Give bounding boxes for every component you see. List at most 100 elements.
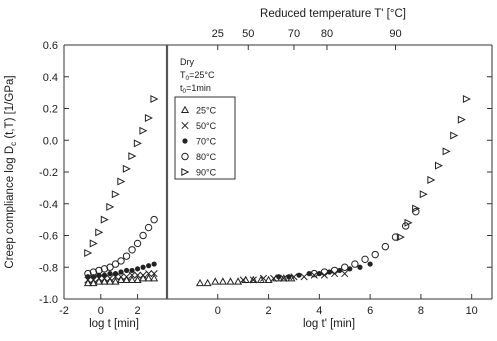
legend-marker: [180, 105, 190, 114]
right-x-tick-label: 8: [418, 305, 424, 317]
right-point: [290, 273, 298, 281]
left-point: [111, 277, 120, 285]
right-point: [462, 94, 471, 103]
legend-condition-reference-time: t0=1min: [180, 83, 211, 95]
right-point: [234, 277, 243, 285]
left-point: [128, 275, 137, 284]
right-x-tick-label: 6: [367, 305, 373, 317]
right-point: [396, 233, 405, 242]
right-point: [337, 267, 343, 274]
top-tick-label: 80: [321, 28, 333, 40]
right-point: [404, 218, 413, 227]
legend-entries: 25°C 50°C 70°C 80°C 90°C: [180, 105, 217, 178]
left-x-tick-label: -2: [59, 305, 69, 317]
left-point: [100, 277, 109, 285]
left-point: [95, 228, 104, 237]
legend-conditions: Dry T0=25°C t0=1min: [180, 57, 215, 95]
y-axis-label-subscript: c: [9, 142, 18, 146]
left-point: [150, 274, 159, 282]
left-point: [117, 177, 126, 186]
top-tick-label: 90: [389, 28, 401, 40]
left-series: [84, 94, 159, 257]
left-point: [89, 239, 98, 248]
left-panel-data: [83, 94, 159, 287]
left-y-tick-label: -0.6: [39, 231, 58, 243]
top-axis-label: Reduced temperature T' [°C]: [260, 8, 406, 20]
right-x-tick-label: 4: [316, 305, 322, 317]
right-point: [450, 131, 459, 140]
left-point: [134, 266, 141, 272]
left-point: [107, 271, 113, 277]
left-point: [95, 266, 103, 275]
right-panel-data: [195, 94, 471, 287]
legend-label: 80°C: [196, 152, 217, 162]
left-point: [139, 274, 148, 282]
right-point: [249, 275, 258, 284]
legend-marker: [181, 152, 189, 161]
right-point: [341, 270, 349, 278]
left-y-tick-label: -0.4: [39, 199, 58, 211]
left-point: [140, 264, 146, 270]
legend-label: 90°C: [196, 168, 217, 178]
top-tick-label: 70: [288, 28, 300, 40]
right-series: [396, 94, 471, 242]
right-point: [296, 272, 302, 278]
right-point: [320, 268, 329, 276]
left-y-tick-label: 0.0: [43, 135, 58, 147]
left-y-tick-label: 0.4: [43, 72, 58, 84]
left-x-tick-label: 2: [135, 305, 141, 317]
right-point: [357, 264, 363, 270]
right-x-axis-ticks: 0 2 4 6 8 10: [215, 294, 478, 317]
legend-marker: [182, 138, 188, 144]
left-point: [133, 239, 142, 248]
left-point: [144, 274, 153, 282]
right-point: [286, 274, 292, 280]
left-point: [112, 271, 119, 277]
left-point: [139, 231, 147, 240]
left-point: [84, 269, 92, 278]
left-point: [116, 275, 126, 284]
left-point: [150, 270, 158, 278]
right-point: [310, 271, 318, 279]
right-point: [341, 263, 349, 271]
left-y-tick-label: -0.8: [39, 262, 58, 274]
legend-marker: [181, 167, 190, 177]
right-point: [326, 269, 333, 275]
left-point: [101, 272, 108, 278]
left-point: [117, 257, 125, 265]
left-y-tick-label: 0.6: [43, 40, 58, 52]
right-point: [371, 250, 379, 259]
left-point: [151, 261, 157, 267]
right-point: [442, 147, 451, 156]
right-point: [195, 278, 205, 287]
right-point: [316, 271, 322, 277]
left-point: [118, 269, 124, 275]
right-point: [419, 190, 428, 199]
legend-label: 25°C: [196, 106, 217, 116]
right-series: [310, 207, 420, 278]
left-series: [83, 274, 159, 287]
left-point: [145, 270, 153, 278]
left-point: [122, 273, 131, 281]
right-point: [218, 277, 227, 285]
left-point: [144, 114, 153, 123]
left-point: [111, 260, 120, 268]
left-point: [150, 94, 159, 103]
right-point: [211, 277, 220, 285]
right-point: [306, 271, 312, 277]
left-x-axis-ticks: -2 0 2: [59, 294, 141, 317]
right-point: [279, 274, 288, 282]
top-tick-label: 25: [212, 28, 224, 40]
right-point: [203, 278, 212, 287]
left-point: [134, 271, 142, 279]
right-y-axis-ticks: [487, 44, 492, 300]
left-point: [94, 277, 103, 285]
left-y-tick-label: -0.2: [39, 167, 58, 179]
right-x-axis-label: log t' [min]: [303, 318, 355, 330]
left-y-axis-ticks: -1.0 -0.8 -0.6 -0.4 -0.2 0.0 0.2 0.4 0.6: [39, 40, 69, 306]
right-point: [434, 161, 443, 170]
left-point: [128, 246, 136, 254]
right-point: [276, 274, 282, 280]
legend-marker: [181, 121, 189, 130]
